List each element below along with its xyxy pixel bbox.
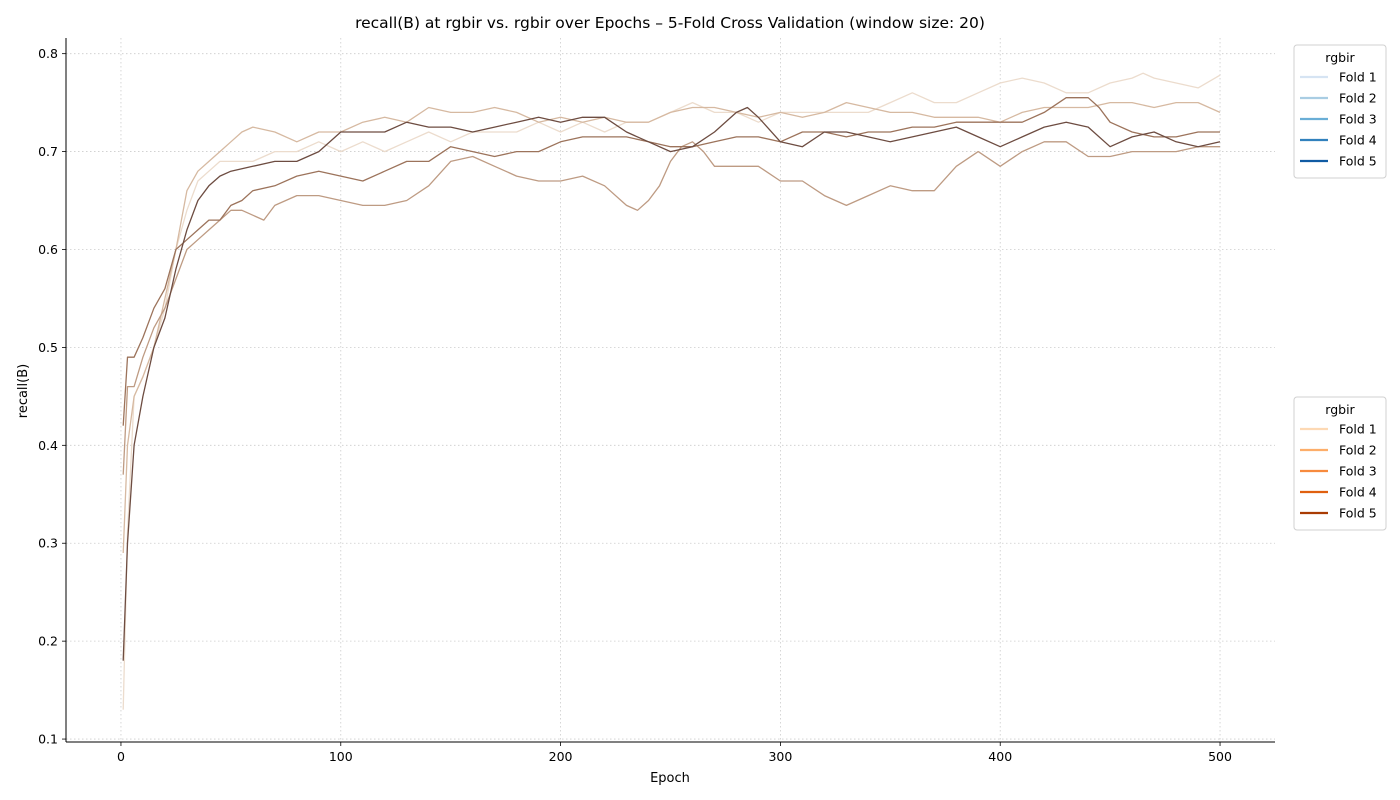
y-tick-label: 0.7 bbox=[38, 144, 58, 159]
legend-entry-label: Fold 3 bbox=[1339, 112, 1377, 127]
legend-entry-label: Fold 4 bbox=[1339, 485, 1377, 500]
series-line-4 bbox=[122, 97, 1220, 426]
y-tick-label: 0.1 bbox=[38, 732, 58, 747]
series-line-1 bbox=[122, 72, 1221, 710]
y-tick-label: 0.5 bbox=[38, 340, 58, 355]
series-line-5 bbox=[122, 106, 1221, 661]
legend-1: rgbir Fold 1 Fold 2 Fold 3 Fold 4 Fold 5 bbox=[1293, 44, 1387, 179]
x-axis-label: Epoch bbox=[650, 771, 690, 786]
y-tick-label: 0.4 bbox=[38, 438, 58, 453]
legend-entry-label: Fold 1 bbox=[1339, 70, 1377, 85]
y-tick-label: 0.6 bbox=[38, 242, 58, 257]
legend-box bbox=[1293, 396, 1387, 531]
legend-2: rgbir Fold 1 Fold 2 Fold 3 Fold 4 Fold 5 bbox=[1293, 396, 1387, 531]
x-tick-label: 300 bbox=[768, 749, 792, 764]
legend-entry-label: Fold 2 bbox=[1339, 443, 1377, 458]
legend-entry-label: Fold 5 bbox=[1339, 154, 1377, 169]
series-layer bbox=[122, 72, 1221, 710]
x-tick-label: 400 bbox=[988, 749, 1012, 764]
chart-title: recall(B) at rgbir vs. rgbir over Epochs… bbox=[355, 14, 985, 32]
x-tick-label: 0 bbox=[117, 749, 125, 764]
ticks: 0 100 200 300 400 500 0.1 0.2 0.3 0.4 0.5 0.6 0.7 0.8 bbox=[38, 46, 1232, 764]
y-axis-label: recall(B) bbox=[16, 364, 31, 418]
y-tick-label: 0.3 bbox=[38, 536, 58, 551]
legend-entry-label: Fold 3 bbox=[1339, 464, 1377, 479]
x-tick-label: 500 bbox=[1208, 749, 1232, 764]
legend-box bbox=[1293, 44, 1387, 179]
y-tick-label: 0.2 bbox=[38, 634, 58, 649]
legend-entry-label: Fold 5 bbox=[1339, 506, 1377, 521]
y-tick-label: 0.8 bbox=[38, 46, 58, 61]
series-line-3 bbox=[122, 141, 1220, 475]
legend-entry-label: Fold 4 bbox=[1339, 133, 1377, 148]
grid bbox=[66, 38, 1275, 742]
legend-title: rgbir bbox=[1325, 50, 1355, 65]
x-tick-label: 100 bbox=[329, 749, 353, 764]
legend-entry-label: Fold 2 bbox=[1339, 91, 1377, 106]
legend-entry-label: Fold 1 bbox=[1339, 422, 1377, 437]
series-line-2 bbox=[122, 101, 1221, 554]
x-tick-label: 200 bbox=[549, 749, 573, 764]
legend-title: rgbir bbox=[1325, 402, 1355, 417]
axes bbox=[65, 38, 1275, 743]
